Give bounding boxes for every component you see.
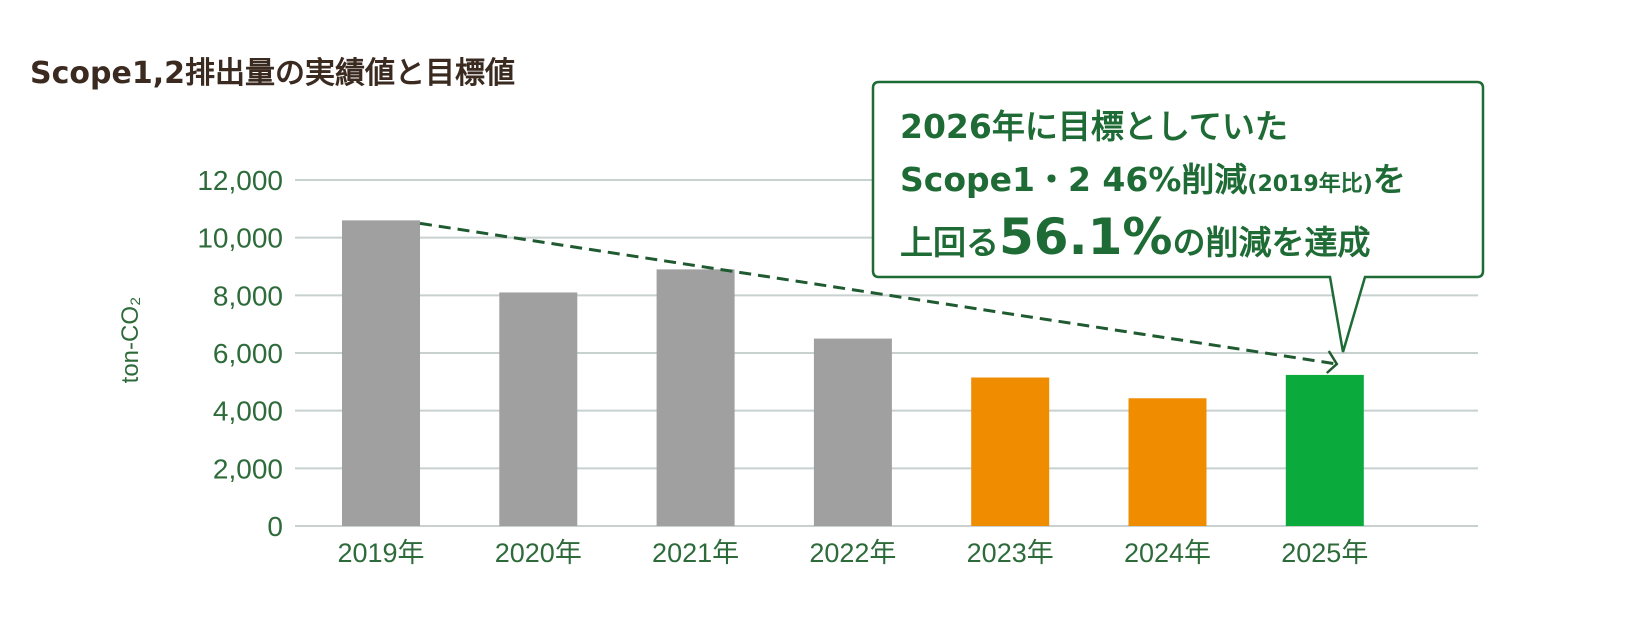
y-tick-label: 12,000 <box>197 165 283 196</box>
callout-line1: 2026年に目標としていた <box>900 107 1288 146</box>
callout-line2: Scope1・2 46%削減 <box>900 160 1248 199</box>
callout-box <box>871 80 1485 353</box>
bar-2020 <box>499 292 578 526</box>
x-tick-label: 2019年 <box>337 538 424 568</box>
x-tick-label: 2022年 <box>809 538 896 568</box>
x-tick-label: 2025年 <box>1281 538 1368 568</box>
x-tick-label: 2021年 <box>652 538 739 568</box>
bar-2023 <box>971 377 1050 526</box>
y-tick-label: 0 <box>267 511 283 542</box>
y-tick-label: 2,000 <box>213 453 283 484</box>
callout-line3-end: の削減を達成 <box>1172 223 1371 262</box>
callout-highlight-percent: 56.1% <box>999 208 1173 266</box>
bar-2022 <box>813 338 892 526</box>
x-tick-label: 2024年 <box>1124 538 1211 568</box>
bar-2021 <box>656 269 735 526</box>
callout-line2-note: (2019年比) <box>1247 172 1373 197</box>
y-tick-label: 10,000 <box>197 223 283 254</box>
bar-2024 <box>1128 398 1207 526</box>
callout-text: 2026年に目標としていた Scope1・2 46%削減(2019年比)を 上回… <box>900 100 1406 269</box>
chart-title: Scope1,2排出量の実績値と目標値 <box>30 56 515 91</box>
callout-line3: 上回る <box>900 223 999 262</box>
x-tick-label: 2023年 <box>967 538 1054 568</box>
y-tick-label: 8,000 <box>213 280 283 311</box>
y-tick-label: 4,000 <box>213 396 283 427</box>
bar-2025 <box>1285 374 1364 526</box>
trend-arrowhead-icon <box>1325 350 1339 374</box>
bar-2019 <box>342 220 420 526</box>
y-tick-label: 6,000 <box>213 338 283 369</box>
x-tick-label: 2020年 <box>495 538 582 568</box>
y-axis-label: ton-CO₂ <box>117 297 144 384</box>
callout-line2-end: を <box>1372 160 1406 199</box>
trend-dashed-line <box>419 221 1338 366</box>
